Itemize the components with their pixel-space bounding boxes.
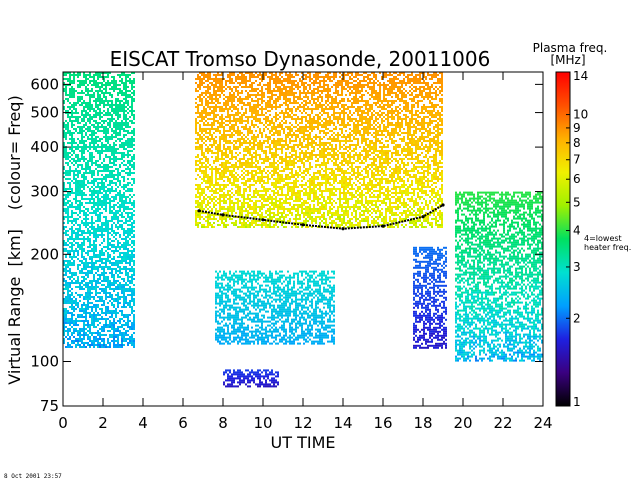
- x-tick-label-6: 6: [178, 414, 188, 432]
- y-tick-label-75: 75: [40, 397, 59, 415]
- y-axis: 75 100 200 300 400 500 600: [30, 75, 543, 415]
- echo-region-3: [215, 270, 335, 345]
- footer-timestamp: 8 Oct 2001 23:57: [4, 473, 62, 480]
- echo-region-4: [413, 246, 447, 349]
- colorbar-tick-label-1: 1: [573, 395, 581, 409]
- x-tick-label-22: 22: [493, 414, 512, 432]
- x-tick-label-8: 8: [218, 414, 228, 432]
- x-tick-label-0: 0: [58, 414, 68, 432]
- plot-area: [63, 72, 543, 388]
- x-axis-label: UT TIME: [271, 433, 336, 452]
- layer-trace-line: [198, 204, 444, 230]
- colorbar-tick-label-14: 14: [573, 69, 588, 83]
- colorbar-tick-label-6: 6: [573, 172, 581, 186]
- layer-trace-point-8: [441, 203, 445, 207]
- chart-title: EISCAT Tromso Dynasonde, 20011006: [110, 47, 491, 71]
- colorbar-annotation-1: 4=lowest: [584, 234, 622, 243]
- x-tick-label-2: 2: [98, 414, 108, 432]
- x-tick-label-20: 20: [453, 414, 472, 432]
- colorbar-title: Plasma freq.: [533, 41, 608, 55]
- y-tick-label-200: 200: [30, 245, 59, 263]
- layer-trace-point-2: [221, 213, 225, 217]
- y-axis-label: Virtual Range: [5, 277, 24, 385]
- x-tick-label-14: 14: [333, 414, 352, 432]
- layer-trace: [197, 203, 445, 231]
- x-tick-label-18: 18: [413, 414, 432, 432]
- colorbar-tick-label-9: 9: [573, 121, 581, 135]
- layer-trace-point-6: [381, 224, 385, 228]
- y-tick-label-100: 100: [30, 353, 59, 371]
- y-axis-unit: km: [5, 235, 24, 260]
- y-tick-label-300: 300: [30, 183, 59, 201]
- layer-trace-point-4: [301, 223, 305, 227]
- y-tick-label-500: 500: [30, 104, 59, 122]
- colorbar-tick-label-5: 5: [573, 195, 581, 209]
- echo-region-5: [455, 191, 543, 362]
- layer-trace-point-5: [341, 227, 345, 231]
- y-axis-note: (colour= Freq): [5, 95, 24, 210]
- colorbar-tick-label-8: 8: [573, 136, 581, 150]
- colorbar: [555, 71, 571, 407]
- layer-trace-point-7: [421, 215, 425, 219]
- x-tick-label-12: 12: [293, 414, 312, 432]
- x-axis: 0 2 4 6 8 10 12 14 16 18 20 22 24: [58, 72, 553, 432]
- y-tick-label-400: 400: [30, 138, 59, 156]
- echo-region-2: [195, 72, 443, 228]
- x-tick-label-24: 24: [533, 414, 552, 432]
- echo-region-1: [63, 72, 135, 348]
- layer-trace-point-3: [261, 218, 265, 222]
- colorbar-unit: [MHz]: [550, 53, 585, 67]
- colorbar-tick-label-7: 7: [573, 153, 581, 167]
- colorbar-tick-label-4: 4: [573, 224, 581, 238]
- colorbar-tick-label-10: 10: [573, 108, 588, 122]
- x-tick-label-4: 4: [138, 414, 148, 432]
- x-tick-label-16: 16: [373, 414, 392, 432]
- colorbar-tick-label-3: 3: [573, 260, 581, 274]
- y-tick-label-600: 600: [30, 75, 59, 93]
- colorbar-tick-label-2: 2: [573, 311, 581, 325]
- x-tick-label-10: 10: [253, 414, 272, 432]
- echo-region-6: [223, 369, 279, 388]
- colorbar-annotation-2: heater freq.: [584, 243, 631, 252]
- layer-trace-point-1: [197, 209, 201, 213]
